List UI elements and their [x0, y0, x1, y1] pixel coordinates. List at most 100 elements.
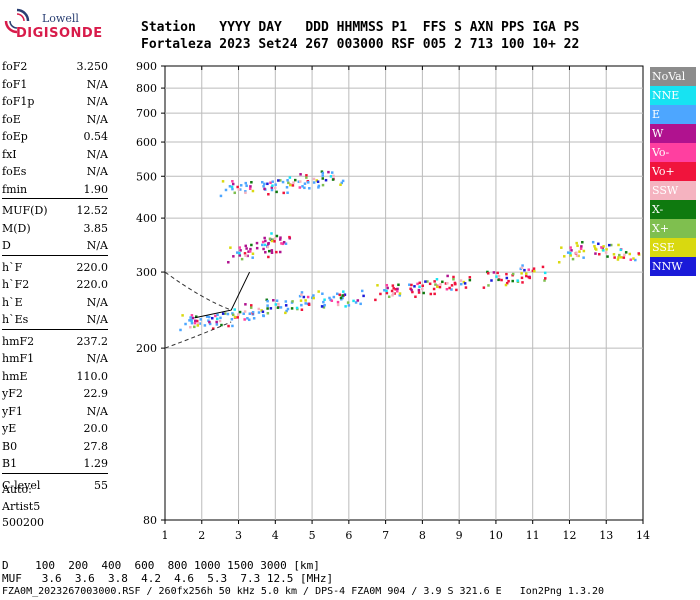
echo-point [278, 250, 282, 254]
echo-point [607, 243, 611, 247]
logo-digisonde-text: DIGISONDE [16, 26, 103, 41]
param-value: N/A [86, 95, 108, 108]
echo-point [464, 286, 468, 289]
echo-point [223, 312, 227, 315]
echo-point [637, 252, 640, 255]
echo-point [262, 247, 265, 251]
param-key: foF1 [2, 77, 28, 91]
echo-point [511, 279, 514, 283]
echo-point [544, 277, 547, 280]
y-tick-label: 200 [136, 342, 157, 355]
echo-point [324, 178, 328, 182]
echo-point [248, 187, 252, 190]
echo-point [616, 258, 620, 261]
echo-point [208, 322, 212, 326]
echo-point [396, 287, 399, 291]
echo-point [299, 173, 302, 176]
param-row: hmF2 237.2 [2, 333, 108, 351]
echo-point [304, 302, 307, 305]
echo-point [495, 275, 498, 278]
param-row: C-level 55 [2, 477, 108, 495]
echo-point [230, 185, 234, 189]
echo-point [398, 292, 402, 295]
echo-point [604, 251, 608, 254]
echo-point [251, 256, 254, 259]
echo-point [426, 280, 429, 283]
echo-point [439, 283, 442, 286]
echo-point [245, 247, 248, 250]
echo-point [304, 299, 307, 302]
echo-point [500, 278, 503, 282]
echo-point [541, 265, 545, 269]
echo-point [227, 324, 230, 328]
echo-point [577, 254, 580, 258]
echo-point [420, 287, 424, 291]
echo-point [504, 283, 508, 287]
echo-point [487, 284, 490, 287]
echo-point [444, 282, 448, 285]
x-tick-label: 13 [599, 529, 613, 542]
param-row: yE 20.0 [2, 420, 108, 438]
echo-point [207, 319, 210, 322]
echo-point [429, 292, 433, 296]
param-key: hmE [2, 369, 28, 383]
echo-point [270, 249, 274, 252]
y-tick-label: 80 [143, 514, 157, 527]
echo-point [207, 315, 211, 319]
echo-point [336, 303, 340, 307]
echo-point [386, 286, 389, 290]
echo-point [321, 183, 325, 187]
echo-point [321, 174, 325, 177]
echo-point [279, 306, 283, 309]
echo-point [231, 182, 235, 186]
echo-point [422, 291, 425, 295]
param-value: 12.52 [76, 204, 109, 217]
param-key: C-level [2, 478, 41, 492]
echo-point [531, 269, 535, 273]
echo-point [582, 256, 585, 259]
param-row: foEp 0.54 [2, 128, 108, 146]
echo-point [387, 295, 391, 299]
echo-point [505, 276, 509, 280]
echo-point [189, 316, 192, 319]
echo-point [298, 294, 302, 298]
echo-point [239, 184, 243, 187]
echo-point [215, 320, 218, 324]
echo-point [390, 289, 394, 293]
echo-point [194, 319, 197, 323]
echo-point [623, 253, 626, 257]
echo-point [233, 308, 236, 311]
plot-frame [164, 65, 644, 521]
y-tick-label: 600 [136, 136, 157, 149]
header-values: Fortaleza 2023 Set24 267 003000 RSF 005 … [141, 37, 580, 52]
param-key: yF1 [2, 404, 23, 418]
echo-point [579, 247, 583, 250]
echo-point [321, 171, 325, 175]
echo-point [628, 252, 632, 256]
echo-point [274, 303, 278, 306]
echo-point [322, 306, 326, 309]
echo-point [446, 274, 449, 278]
echo-point [619, 248, 623, 252]
echo-point [280, 242, 283, 245]
echo-point [317, 290, 320, 293]
param-value: N/A [86, 165, 108, 178]
echo-point [329, 175, 333, 178]
legend-item: Vo- [650, 143, 696, 162]
param-value: N/A [86, 147, 108, 161]
echo-point [255, 241, 259, 245]
echo-point [486, 272, 490, 275]
echo-point [433, 280, 436, 283]
echo-point [216, 317, 219, 321]
echo-point [238, 254, 242, 257]
echo-point [261, 243, 264, 247]
echo-point [184, 322, 187, 326]
echo-point [196, 324, 200, 327]
echo-point [459, 282, 463, 286]
echo-point [332, 295, 336, 299]
param-value: 22.9 [83, 387, 109, 400]
echo-point [250, 243, 253, 247]
echo-point [336, 300, 340, 304]
param-value: 220.0 [76, 278, 109, 291]
